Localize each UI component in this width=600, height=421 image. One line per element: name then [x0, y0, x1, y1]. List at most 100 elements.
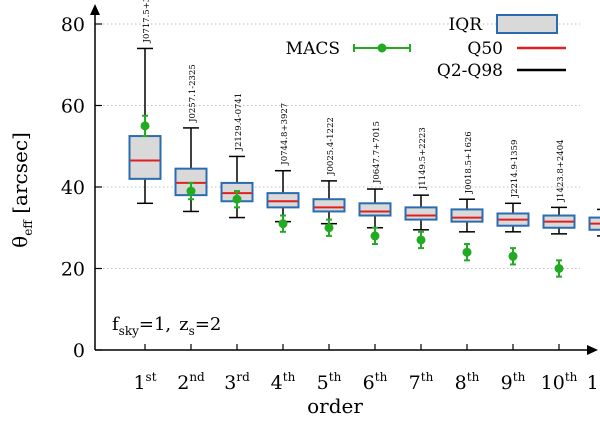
- macs-dot-4: [278, 219, 288, 229]
- box-3: [220, 155, 254, 219]
- box-7: [404, 194, 438, 231]
- cluster-label-4: J0744.8+3927: [280, 103, 290, 166]
- y-tick-label-0: 0: [73, 340, 85, 362]
- box-9: [496, 202, 530, 233]
- x-tick-suffix-4: th: [283, 370, 296, 384]
- box-10: [542, 206, 576, 235]
- zs-symbol: z: [179, 314, 188, 335]
- y-axis-title-base: θ: [8, 236, 32, 248]
- legend-label-macs: MACS: [286, 39, 340, 59]
- cluster-label-9: J2214.9-1359: [510, 140, 520, 199]
- x-tick-label-7: 7th: [409, 370, 434, 394]
- iqr-box-1: [128, 135, 162, 180]
- x-tick-suffix-6: th: [375, 370, 388, 384]
- x-tick-number-2: 2: [177, 372, 189, 394]
- iqr-box-6: [358, 202, 392, 217]
- x-tick-number-3: 3: [224, 372, 236, 394]
- cluster-label-6: J0647.7+7015: [372, 121, 382, 184]
- fsky-zs-annotation: fsky=1, zs=2: [112, 314, 221, 338]
- x-tick-suffix-10: th: [565, 370, 578, 384]
- x-tick-suffix-5: th: [329, 370, 342, 384]
- macs-point-2: [186, 181, 196, 201]
- zs-value: =2: [195, 314, 222, 335]
- macs-point-6: [370, 226, 380, 246]
- x-tick-suffix-1: st: [146, 370, 157, 384]
- y-ticks: 0 20 40 60 80: [61, 14, 102, 362]
- iqr-box-7: [404, 206, 438, 221]
- box-11: [588, 208, 600, 237]
- iqr-box-4: [266, 192, 300, 209]
- macs-dot-10: [554, 264, 564, 273]
- x-tick-suffix-2: nd: [189, 370, 205, 384]
- legend: IQR Q50 Q2-Q98 MACS: [286, 14, 566, 81]
- legend-label-iqr: IQR: [449, 15, 484, 35]
- x-tick-suffix-9: th: [513, 370, 526, 384]
- y-axis-title: θeff [arcsec]: [8, 132, 35, 248]
- fsky-symbol: f: [112, 314, 120, 335]
- fsky-value: =1,: [139, 314, 171, 335]
- cluster-annotations: J0717.5+3745 J0257.1-2325 J2129.4-0741 J074…: [142, 0, 566, 202]
- x-tick-number-4: 4: [271, 372, 283, 394]
- x-tick-number-8: 8: [455, 372, 467, 394]
- fsky-sub: sky: [119, 324, 139, 338]
- cluster-label-3: J2129.4-0741: [234, 93, 244, 152]
- x-tick-number-6: 6: [363, 372, 375, 394]
- macs-point-8: [462, 243, 472, 262]
- x-tick-label-11: 11th: [587, 370, 600, 394]
- macs-dot-7: [416, 235, 426, 245]
- macs-series: [140, 114, 564, 278]
- y-tick-label-20: 20: [61, 259, 85, 281]
- x-tick-number-7: 7: [409, 372, 421, 394]
- macs-point-1: [140, 114, 150, 138]
- x-tick-label-8: 8th: [455, 370, 480, 394]
- y-axis-title-rest: [arcsec]: [8, 132, 32, 220]
- x-tick-number-1: 1: [133, 372, 145, 394]
- macs-point-7: [416, 230, 426, 250]
- y-axis-title-sub: eff: [21, 219, 35, 236]
- macs-point-9: [508, 247, 518, 266]
- macs-dot-3: [232, 194, 242, 204]
- x-tick-label-6: 6th: [363, 370, 388, 394]
- x-tick-label-4: 4th: [271, 370, 296, 394]
- x-axis-title: order: [307, 394, 363, 418]
- legend-swatch-macs-dot: [377, 43, 387, 53]
- cluster-label-8: J0018.5+1626: [464, 131, 474, 194]
- legend-swatch-iqr: [496, 14, 558, 34]
- axes: [90, 4, 598, 355]
- x-axis-arrow: [587, 345, 598, 355]
- x-tick-suffix-8: th: [467, 370, 480, 384]
- macs-dot-9: [508, 251, 518, 261]
- box-6: [358, 188, 392, 229]
- iqr-box-8: [450, 208, 484, 223]
- x-tick-label-5: 5th: [317, 370, 342, 394]
- box-series: [128, 47, 600, 237]
- x-tick-label-2: 2nd: [177, 370, 205, 394]
- x-tick-labels: 1st2nd3rd4th5th6th7th8th9th10th11th12th: [133, 344, 600, 394]
- legend-label-q2q98: Q2-Q98: [437, 61, 503, 81]
- macs-dot-2: [186, 186, 196, 196]
- macs-point-4: [278, 214, 288, 233]
- x-tick-label-1: 1st: [133, 370, 156, 394]
- x-tick-label-3: 3rd: [224, 370, 250, 394]
- y-tick-label-60: 60: [61, 96, 85, 118]
- cluster-label-1: J0717.5+3745: [142, 0, 152, 43]
- x-tick-number-10: 10: [541, 372, 565, 394]
- box-8: [450, 198, 484, 233]
- macs-point-10: [554, 259, 564, 278]
- macs-dot-5: [324, 223, 334, 233]
- y-tick-label-80: 80: [61, 14, 85, 36]
- iqr-box-5: [312, 198, 346, 213]
- legend-label-q50: Q50: [467, 39, 503, 59]
- cluster-label-7: J1149.5+2223: [418, 127, 428, 190]
- y-axis-arrow: [90, 4, 100, 15]
- x-tick-suffix-7: th: [421, 370, 434, 384]
- zs-sub: s: [189, 324, 195, 338]
- x-tick-label-10: 10th: [541, 370, 578, 394]
- x-tick-number-5: 5: [317, 372, 329, 394]
- y-tick-label-40: 40: [61, 177, 85, 199]
- x-tick-number-9: 9: [501, 372, 513, 394]
- box-4: [266, 169, 300, 223]
- macs-point-3: [232, 190, 242, 209]
- x-tick-suffix-3: rd: [236, 370, 250, 384]
- macs-dot-8: [462, 247, 472, 257]
